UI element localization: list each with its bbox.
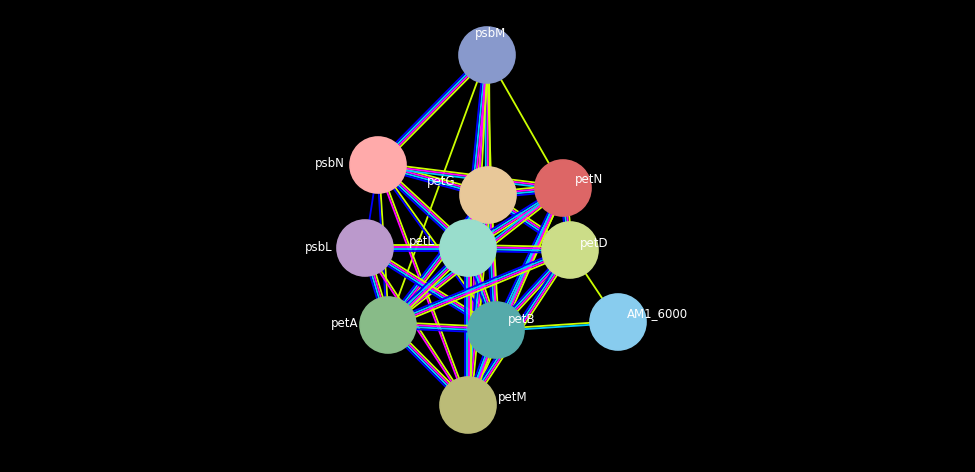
Text: AM1_6000: AM1_6000 <box>627 307 688 320</box>
Text: psbN: psbN <box>315 157 345 169</box>
Text: petD: petD <box>580 237 608 251</box>
Text: petB: petB <box>508 313 535 327</box>
Text: psbM: psbM <box>475 27 506 40</box>
Circle shape <box>459 27 515 83</box>
Circle shape <box>535 160 591 216</box>
Circle shape <box>460 167 516 223</box>
Circle shape <box>468 302 524 358</box>
Circle shape <box>350 137 406 193</box>
Text: petM: petM <box>498 391 527 405</box>
Circle shape <box>360 297 416 353</box>
Text: petG: petG <box>427 176 456 188</box>
Circle shape <box>542 222 598 278</box>
Circle shape <box>440 377 496 433</box>
Circle shape <box>590 294 646 350</box>
Text: psbL: psbL <box>305 242 333 254</box>
Text: petN: petN <box>575 174 604 186</box>
Circle shape <box>337 220 393 276</box>
Circle shape <box>440 220 496 276</box>
Text: petL: petL <box>409 236 435 248</box>
Text: petA: petA <box>331 317 358 329</box>
